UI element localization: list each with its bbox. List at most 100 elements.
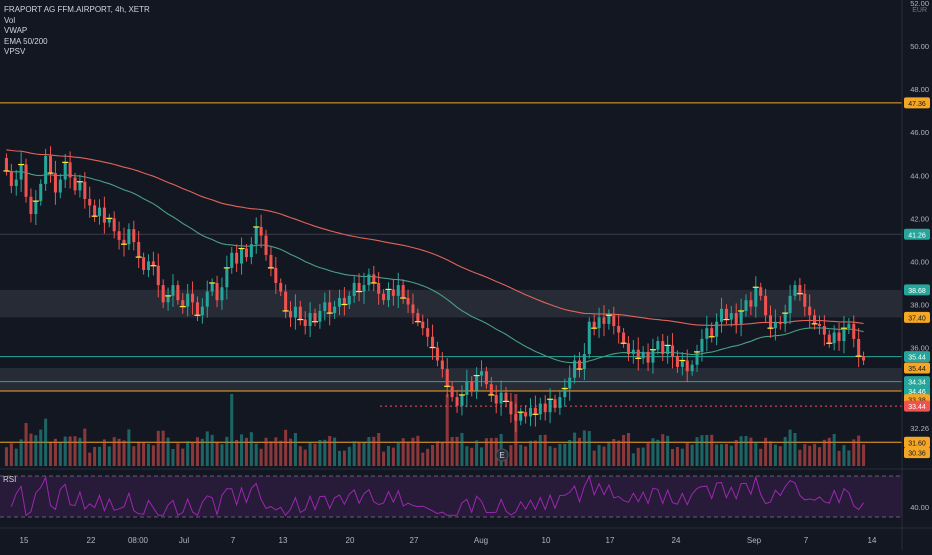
candle-body: [783, 313, 787, 324]
volume-bar: [445, 394, 449, 466]
volume-bar: [53, 438, 57, 466]
candle-body: [607, 315, 611, 324]
price-badge-label: 41.26: [908, 232, 926, 239]
volume-bar: [176, 443, 180, 466]
candle-body: [587, 321, 591, 355]
volume-bar: [293, 433, 297, 466]
candle-body: [671, 345, 675, 357]
legend-item-vol[interactable]: Vol: [4, 15, 16, 25]
candle-body: [97, 207, 102, 217]
volume-bar: [494, 437, 498, 466]
candle-body: [646, 351, 650, 363]
time-tick-label: 14: [868, 536, 877, 545]
candle-body: [431, 336, 435, 348]
volume-bar: [318, 440, 322, 466]
candle-body: [808, 306, 812, 316]
time-tick-label: 20: [346, 536, 355, 545]
candle-body: [254, 226, 258, 245]
candle-body: [298, 306, 302, 320]
candle-body: [377, 282, 381, 294]
candle-body: [680, 360, 684, 367]
candle-body: [705, 328, 709, 339]
volume-bar: [484, 438, 488, 466]
legend-item-ema[interactable]: EMA 50/200: [4, 36, 48, 46]
volume-bar: [573, 432, 577, 466]
rsi-line: [10, 475, 865, 517]
price-badge: [904, 362, 930, 374]
candle-body: [93, 205, 97, 217]
candle-body: [484, 371, 488, 385]
volume-bar: [181, 448, 185, 466]
volume-bar: [308, 442, 312, 466]
volume-bar: [210, 434, 214, 466]
volume-bar: [705, 435, 709, 466]
candle-body: [857, 338, 861, 357]
volume-bar: [685, 443, 689, 466]
volume-bar: [695, 437, 699, 466]
volume-bar: [837, 450, 841, 466]
volume-bar: [680, 448, 684, 466]
candle-body: [450, 386, 454, 398]
volume-bar: [298, 446, 302, 466]
candle-body: [156, 265, 160, 286]
legend-item-vwap[interactable]: VWAP: [4, 26, 28, 35]
candle-body: [641, 351, 645, 359]
volume-bar: [582, 430, 586, 466]
candle-body: [734, 313, 738, 324]
price-axis[interactable]: 52.00 50.00 48.00 46.00 44.00 42.00 40.00 38.00…: [901, 0, 929, 550]
candle-body: [357, 282, 361, 292]
candle-body: [778, 321, 782, 324]
volume-bar: [342, 450, 346, 466]
candle-body: [88, 198, 92, 206]
symbol-title[interactable]: FRAPORT AG FFM.AIRPORT, 4h, XETR: [4, 5, 150, 14]
candle-body: [225, 267, 229, 288]
volume-bar: [793, 433, 797, 466]
time-axis[interactable]: 15 22 08:00 Jul 7 13 20 27 Aug 10 17 24 Sep 7 14: [0, 527, 932, 545]
volume-bar: [244, 437, 248, 466]
candle-body: [582, 354, 586, 370]
price-tick-label: 46.00: [910, 128, 929, 137]
volume-bar: [744, 436, 748, 466]
candle-body: [122, 239, 126, 245]
volume-bar: [337, 450, 342, 466]
candle-body: [573, 360, 577, 378]
candle-body: [685, 360, 689, 372]
volume-bar: [827, 437, 831, 466]
candle-body: [200, 306, 204, 316]
candle-body: [416, 313, 420, 322]
candle-body: [426, 328, 430, 337]
candle-body: [323, 302, 327, 311]
volume-bar: [690, 444, 694, 466]
price-badge-label: 34.34: [908, 380, 926, 387]
volume-bar: [749, 437, 753, 466]
price-zone: [0, 368, 902, 392]
volume-bar: [764, 437, 768, 466]
volume-bar: [88, 452, 92, 466]
candle-body: [244, 248, 248, 258]
volume-bar: [798, 449, 802, 466]
candle-body: [715, 321, 719, 337]
volume-bar: [49, 442, 53, 466]
volume-bar: [636, 447, 640, 466]
candle-body: [186, 293, 190, 307]
volume-bar: [475, 440, 479, 466]
candle-body: [205, 291, 209, 307]
earnings-marker-label: E: [499, 451, 504, 460]
volume-bar: [808, 445, 812, 466]
volume-bar: [274, 437, 278, 466]
volume-bar: [700, 435, 704, 466]
candle-body: [102, 207, 106, 223]
volume-bar: [333, 437, 337, 466]
legend-item-vpsv[interactable]: VPSV: [4, 47, 26, 56]
candle-body: [793, 285, 797, 296]
earnings-marker[interactable]: E: [495, 448, 509, 462]
volume-bar: [563, 443, 567, 466]
candle-body: [710, 328, 714, 337]
candle-body: [435, 347, 439, 361]
volume-bar: [44, 418, 48, 466]
candle-body: [475, 375, 479, 391]
candle-body: [313, 313, 317, 322]
